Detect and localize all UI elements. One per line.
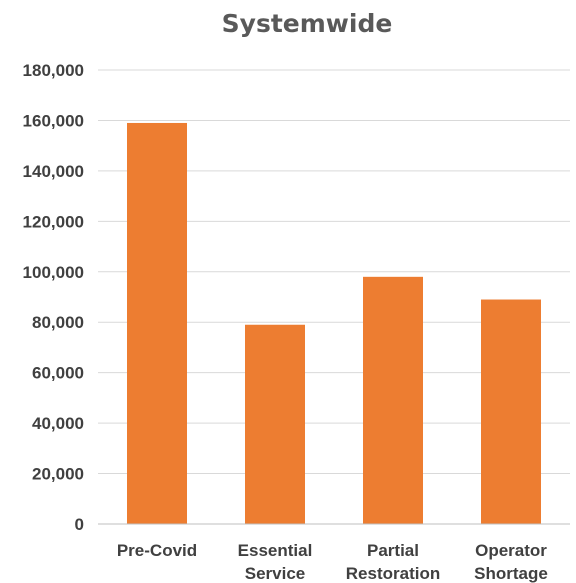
- y-tick-label: 40,000: [32, 414, 84, 433]
- x-category-label: Operator Shortage: [474, 541, 548, 583]
- bar: [127, 122, 187, 524]
- x-category-label-line: Shortage: [474, 564, 548, 583]
- y-tick-label: 180,000: [23, 61, 84, 80]
- x-category-label-line: Service: [245, 564, 306, 583]
- y-tick-label: 60,000: [32, 364, 84, 383]
- y-tick-label: 100,000: [23, 263, 84, 282]
- x-category-label-line: Partial: [367, 541, 419, 560]
- bars: [127, 122, 541, 524]
- y-tick-label: 160,000: [23, 111, 84, 130]
- y-tick-label: 80,000: [32, 313, 84, 332]
- y-tick-label: 20,000: [32, 465, 84, 484]
- bar: [363, 276, 423, 524]
- x-category-label: Partial Restoration: [346, 541, 440, 583]
- bar: [245, 324, 305, 524]
- x-category-label-line: Restoration: [346, 564, 440, 583]
- x-category-label-line: Essential: [238, 541, 313, 560]
- bar: [481, 299, 541, 524]
- x-category-label: Pre-Covid: [117, 541, 197, 560]
- x-axis-category-labels: Pre-Covid Essential Service Partial Restorat…: [117, 541, 548, 583]
- x-category-label: Essential Service: [238, 541, 313, 583]
- chart-title: Systemwide: [222, 9, 393, 38]
- y-tick-label: 0: [75, 515, 84, 534]
- x-category-label-line: Operator: [475, 541, 547, 560]
- x-category-label-line: Pre-Covid: [117, 541, 197, 560]
- y-axis-tick-labels: 0 20,000 40,000 60,000 80,000 100,000 120,000 1…: [23, 61, 84, 534]
- y-tick-label: 120,000: [23, 212, 84, 231]
- y-tick-label: 140,000: [23, 162, 84, 181]
